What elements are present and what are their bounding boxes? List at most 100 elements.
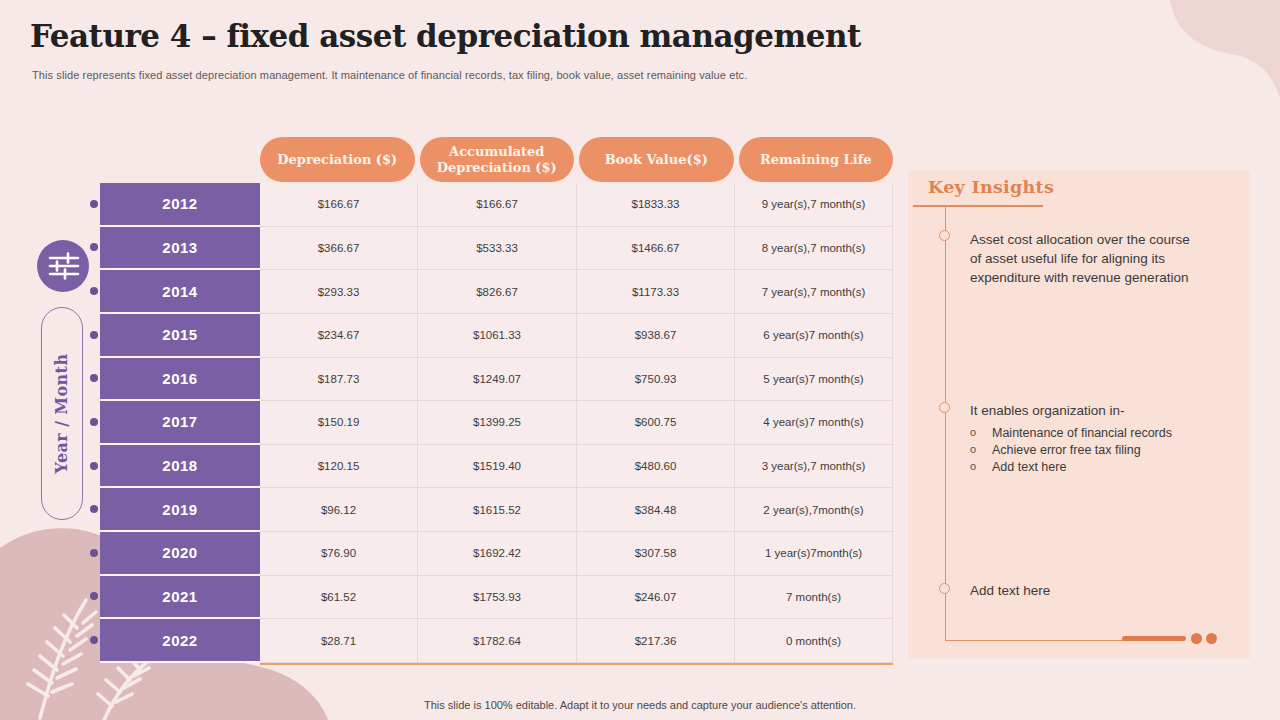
remaining-life-cell: 8 year(s),7 month(s) (735, 227, 893, 271)
depreciation-cell: $120.15 (260, 445, 418, 489)
remaining-life-cell: 0 month(s) (735, 619, 893, 663)
insight-sub-item-label: Maintenance of financial records (992, 425, 1172, 442)
depreciation-cell: $166.67 (260, 183, 418, 227)
timeline-node-icon (939, 583, 950, 594)
remaining-life-cell: 7 year(s),7 month(s) (735, 270, 893, 314)
year-label: 2013 (162, 239, 197, 256)
table-header-row: Depreciation ($) Accumulated Depreciatio… (260, 137, 893, 182)
column-header-book-value: Book Value($) (579, 137, 734, 182)
year-label: 2014 (162, 283, 197, 300)
column-header-depreciation: Depreciation ($) (260, 137, 415, 182)
year-cell: 2016 (100, 358, 260, 402)
accumulated-depreciation-cell: $1753.93 (418, 576, 577, 620)
timeline-vertical-line (945, 207, 946, 641)
key-insights-panel: Key Insights Asset cost allocation over … (908, 170, 1250, 658)
axis-label: Year / Month (53, 354, 72, 474)
depreciation-cell: $28.71 (260, 619, 418, 663)
accumulated-depreciation-cell: $826.67 (418, 270, 577, 314)
book-value-cell: $384.48 (577, 488, 735, 532)
row-marker-icon (90, 462, 98, 470)
depreciation-cell: $76.90 (260, 532, 418, 576)
year-label: 2017 (162, 413, 197, 430)
depreciation-cell: $234.67 (260, 314, 418, 358)
remaining-life-cell: 5 year(s)7 month(s) (735, 358, 893, 402)
remaining-life-cell: 9 year(s),7 month(s) (735, 183, 893, 227)
accumulated-depreciation-cell: $166.67 (418, 183, 577, 227)
book-value-cell: $1466.67 (577, 227, 735, 271)
insight-item: Add text here (970, 581, 1050, 600)
remaining-life-cell: 3 year(s),7 month(s) (735, 445, 893, 489)
depreciation-cell: $187.73 (260, 358, 418, 402)
page-title: Feature 4 – fixed asset depreciation man… (30, 18, 861, 54)
row-marker-icon (90, 549, 98, 557)
timeline-node-icon (939, 402, 950, 413)
year-cell: 2013 (100, 227, 260, 271)
insight-sub-item: oMaintenance of financial records (970, 425, 1206, 442)
footer-note: This slide is 100% editable. Adapt it to… (0, 699, 1280, 711)
slide-canvas: Feature 4 – fixed asset depreciation man… (0, 0, 1280, 720)
year-cell: 2012 (100, 183, 260, 227)
book-value-cell: $1173.33 (577, 270, 735, 314)
insight-sub-item-label: Achieve error free tax filing (992, 442, 1141, 459)
accumulated-depreciation-cell: $1615.52 (418, 488, 577, 532)
insight-sub-list: oMaintenance of financial recordsoAchiev… (970, 425, 1206, 476)
insight-item: It enables organization in- oMaintenance… (970, 401, 1206, 476)
key-insights-title: Key Insights (928, 177, 1054, 197)
timeline-end-dash (1122, 636, 1186, 641)
depreciation-cell: $293.33 (260, 270, 418, 314)
accumulated-depreciation-cell: $1692.42 (418, 532, 577, 576)
sliders-icon (37, 240, 89, 292)
depreciation-cell: $366.67 (260, 227, 418, 271)
row-marker-icon (90, 592, 98, 600)
accumulated-depreciation-cell: $1061.33 (418, 314, 577, 358)
year-label: 2022 (162, 632, 197, 649)
book-value-cell: $217.36 (577, 619, 735, 663)
depreciation-cell: $150.19 (260, 401, 418, 445)
table-bottom-rule (260, 663, 893, 665)
remaining-life-cell: 2 year(s),7month(s) (735, 488, 893, 532)
year-cell: 2017 (100, 401, 260, 445)
remaining-life-cell: 4 year(s)7 month(s) (735, 401, 893, 445)
year-label: 2012 (162, 195, 197, 212)
page-subtitle: This slide represents fixed asset deprec… (32, 69, 747, 81)
key-insights-underline (913, 205, 1043, 207)
year-label: 2018 (162, 457, 197, 474)
book-value-cell: $307.58 (577, 532, 735, 576)
table-body: 2012 $166.67 $166.67 $1833.33 9 year(s),… (100, 183, 893, 663)
year-label: 2016 (162, 370, 197, 387)
year-cell: 2019 (100, 488, 260, 532)
column-header-accumulated-depreciation: Accumulated Depreciation ($) (420, 137, 575, 182)
year-cell: 2015 (100, 314, 260, 358)
timeline-node-icon (939, 230, 950, 241)
insight-sub-item: oAdd text here (970, 459, 1206, 476)
depreciation-cell: $96.12 (260, 488, 418, 532)
insight-item: Asset cost allocation over the course of… (970, 230, 1192, 287)
timeline-end-dot (1206, 633, 1217, 644)
book-value-cell: $750.93 (577, 358, 735, 402)
accumulated-depreciation-cell: $1519.40 (418, 445, 577, 489)
accumulated-depreciation-cell: $533.33 (418, 227, 577, 271)
year-cell: 2014 (100, 270, 260, 314)
row-marker-icon (90, 374, 98, 382)
accumulated-depreciation-cell: $1399.25 (418, 401, 577, 445)
corner-blob-decoration (1165, 0, 1280, 100)
circle-bullet-icon: o (970, 442, 992, 459)
year-label: 2020 (162, 544, 197, 561)
book-value-cell: $480.60 (577, 445, 735, 489)
row-marker-icon (90, 331, 98, 339)
insight-item-heading: It enables organization in- (970, 401, 1206, 420)
year-cell: 2021 (100, 576, 260, 620)
timeline-horizontal-line (945, 640, 1126, 641)
row-marker-icon (90, 636, 98, 644)
year-cell: 2020 (100, 532, 260, 576)
row-marker-icon (90, 505, 98, 513)
year-cell: 2018 (100, 445, 260, 489)
row-marker-icon (90, 287, 98, 295)
book-value-cell: $600.75 (577, 401, 735, 445)
circle-bullet-icon: o (970, 459, 992, 476)
insight-sub-item-label: Add text here (992, 459, 1066, 476)
depreciation-cell: $61.52 (260, 576, 418, 620)
axis-label-capsule: Year / Month (41, 307, 83, 520)
circle-bullet-icon: o (970, 425, 992, 442)
book-value-cell: $938.67 (577, 314, 735, 358)
